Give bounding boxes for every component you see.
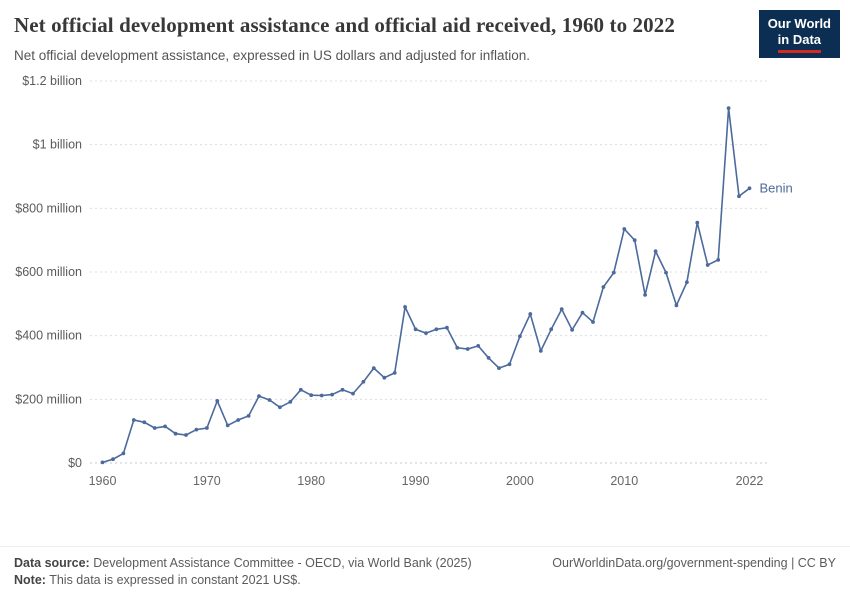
data-source-text: Development Assistance Committee - OECD,…: [93, 556, 472, 570]
data-point: [205, 426, 209, 431]
owid-logo[interactable]: Our World in Data: [758, 10, 840, 58]
data-point: [580, 311, 585, 315]
data-point: [538, 349, 543, 354]
data-point: [215, 399, 220, 404]
y-axis-tick-label: $800 million: [15, 202, 82, 216]
series-end-label: Benin: [759, 181, 792, 196]
data-point: [142, 420, 147, 425]
data-point: [497, 366, 501, 371]
data-point: [403, 305, 407, 310]
data-point: [549, 327, 554, 332]
data-point: [371, 366, 376, 371]
data-point: [152, 426, 157, 431]
data-point: [163, 424, 168, 429]
footer-left: Data source: Development Assistance Comm…: [14, 556, 472, 590]
data-point: [664, 270, 668, 275]
y-axis-tick-label: $1 billion: [33, 138, 82, 152]
data-point: [601, 285, 606, 290]
data-point: [382, 376, 387, 380]
chart-area: $0 $200 million $400 million $600 million $8…: [0, 67, 850, 505]
data-point: [392, 371, 397, 376]
data-point: [559, 307, 564, 312]
x-axis-tick-label: 1970: [193, 474, 221, 488]
data-point: [361, 380, 366, 384]
data-point: [737, 194, 741, 199]
data-point: [632, 238, 637, 243]
data-point: [225, 423, 230, 428]
data-point: [351, 391, 355, 396]
data-point: [476, 344, 481, 349]
chart-title: Net official development assistance and …: [14, 13, 675, 37]
data-point: [622, 227, 627, 232]
y-axis-tick-label: $400 million: [15, 329, 82, 343]
data-point: [726, 106, 731, 111]
data-point: [434, 327, 439, 332]
data-point: [591, 320, 595, 325]
data-point: [267, 398, 272, 403]
data-point: [716, 258, 721, 263]
data-point: [330, 392, 334, 397]
note-text: This data is expressed in constant 2021 …: [49, 573, 301, 587]
data-point: [194, 427, 199, 432]
data-point: [674, 303, 679, 308]
data-point: [278, 405, 282, 410]
data-point: [685, 280, 689, 285]
data-point: [445, 326, 449, 330]
note-label: Note:: [14, 573, 46, 587]
x-axis-tick-label: 1960: [89, 474, 117, 488]
y-axis-tick-label: $0: [68, 456, 82, 470]
data-point: [424, 331, 428, 336]
data-point: [184, 433, 188, 438]
y-axis-tick-label: $200 million: [15, 393, 82, 407]
x-axis-tick-label: 2022: [736, 474, 764, 488]
data-point: [173, 432, 178, 436]
data-point: [486, 356, 491, 361]
footer-link[interactable]: OurWorldinData.org/government-spending |…: [552, 556, 836, 570]
data-point: [340, 388, 345, 392]
x-axis-tick-label: 2010: [610, 474, 638, 488]
chart-footer: Data source: Development Assistance Comm…: [0, 546, 850, 600]
data-point: [528, 312, 533, 317]
benin-aid-line-chart: $0 $200 million $400 million $600 million $8…: [15, 74, 792, 488]
data-point: [455, 346, 460, 350]
chart-header: Net official development assistance and …: [0, 0, 850, 63]
data-point: [236, 418, 241, 423]
data-point: [100, 460, 105, 465]
data-point: [570, 328, 574, 333]
data-point: [747, 186, 752, 191]
data-point: [298, 388, 303, 392]
data-point: [653, 249, 658, 254]
data-point: [319, 393, 324, 398]
owid-logo-line2: in Data: [777, 32, 822, 53]
data-point: [131, 418, 136, 423]
x-axis-tick-label: 1980: [297, 474, 325, 488]
data-point: [518, 334, 522, 339]
data-point: [288, 400, 293, 405]
data-point: [643, 293, 647, 298]
y-axis-tick-label: $1.2 billion: [22, 74, 82, 88]
data-point: [246, 414, 251, 419]
data-point: [257, 394, 261, 399]
x-axis-tick-label: 1990: [402, 474, 430, 488]
data-source-label: Data source:: [14, 556, 90, 570]
series-line-benin: [102, 108, 750, 464]
data-point: [695, 221, 700, 225]
data-point: [465, 347, 470, 352]
data-point: [121, 451, 126, 456]
data-point: [507, 362, 512, 367]
data-point: [413, 327, 418, 332]
y-axis-tick-label: $600 million: [15, 265, 82, 279]
owid-logo-line1: Our World: [767, 16, 831, 31]
data-point: [705, 263, 710, 268]
data-point: [611, 270, 616, 275]
data-point: [309, 393, 314, 398]
data-point: [111, 457, 115, 462]
x-axis-tick-label: 2000: [506, 474, 534, 488]
chart-subtitle: Net official development assistance, exp…: [14, 48, 531, 64]
